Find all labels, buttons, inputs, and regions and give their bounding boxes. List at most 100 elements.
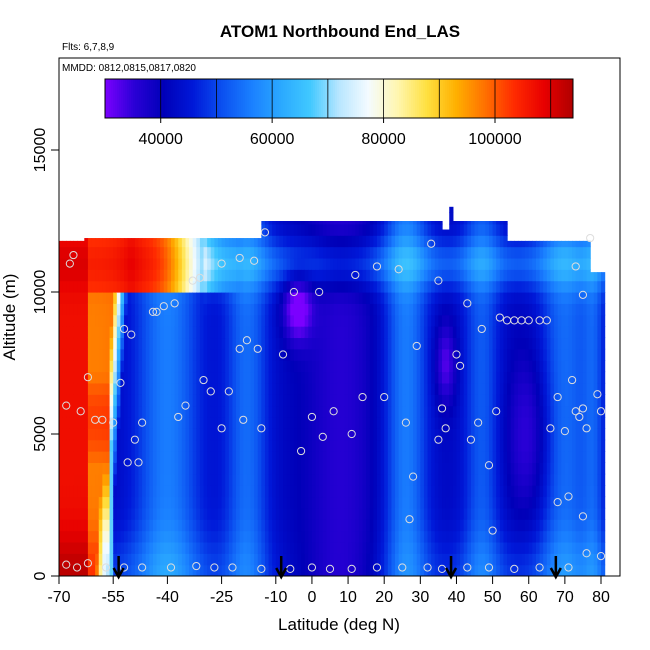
- heatmap-cell: [528, 269, 533, 282]
- heatmap-cell: [185, 485, 190, 498]
- heatmap-cell: [402, 473, 407, 486]
- heatmap-cell: [199, 280, 205, 293]
- heatmap-cell: [395, 507, 400, 520]
- colorbar-segment: [115, 79, 118, 118]
- heatmap-cell: [387, 235, 393, 248]
- heatmap-cell: [503, 269, 508, 282]
- heatmap-cell: [95, 519, 100, 532]
- heatmap-cell: [283, 462, 288, 475]
- heatmap-cell: [134, 519, 140, 532]
- heatmap-cell: [189, 303, 194, 316]
- heatmap-cell: [420, 405, 425, 418]
- heatmap-cell: [254, 303, 259, 316]
- heatmap-cell: [413, 257, 418, 270]
- heatmap-cell: [275, 473, 281, 486]
- heatmap-cell: [131, 371, 136, 384]
- heatmap-cell: [474, 485, 479, 498]
- colorbar-segment: [441, 79, 444, 118]
- heatmap-cell: [351, 337, 356, 350]
- heatmap-cell: [550, 530, 555, 543]
- heatmap-cell: [254, 496, 259, 509]
- heatmap-cell: [286, 269, 291, 282]
- heatmap-cell: [225, 519, 230, 532]
- heatmap-cell: [73, 473, 78, 486]
- heatmap-cell: [163, 360, 168, 373]
- heatmap-cell: [171, 314, 176, 327]
- heatmap-cell: [189, 314, 194, 327]
- heatmap-cell: [109, 451, 114, 463]
- heatmap-cell: [369, 280, 374, 293]
- heatmap-cell: [398, 416, 403, 429]
- heatmap-cell: [380, 223, 385, 236]
- heatmap-cell: [62, 280, 67, 293]
- heatmap-cell: [427, 371, 432, 384]
- heatmap-cell: [185, 394, 190, 407]
- heatmap-cell: [499, 439, 505, 452]
- colorbar-segment: [357, 79, 360, 118]
- heatmap-cell: [521, 428, 526, 441]
- heatmap-cell: [301, 360, 306, 373]
- heatmap-cell: [236, 405, 241, 418]
- colorbar-segment: [493, 79, 496, 118]
- heatmap-cell: [395, 235, 400, 248]
- heatmap-cell: [420, 223, 425, 236]
- heatmap-cell: [369, 541, 374, 554]
- heatmap-cell: [340, 246, 346, 259]
- observation-point: [260, 228, 270, 237]
- heatmap-cell: [185, 257, 190, 270]
- heatmap-cell: [452, 371, 458, 384]
- heatmap-cell: [517, 541, 523, 554]
- heatmap-cell: [355, 473, 360, 486]
- heatmap-cell: [503, 235, 508, 248]
- heatmap-cell: [351, 382, 356, 395]
- heatmap-cell: [257, 462, 262, 475]
- heatmap-cell: [326, 348, 331, 361]
- heatmap-cell: [485, 519, 490, 532]
- heatmap-cell: [586, 451, 591, 463]
- heatmap-cell: [344, 507, 349, 520]
- heatmap-cell: [239, 382, 244, 395]
- heatmap-cell: [134, 473, 140, 486]
- heatmap-cell: [340, 473, 346, 486]
- heatmap-cell: [535, 280, 541, 293]
- heatmap-cell: [210, 280, 215, 293]
- heatmap-cell: [272, 382, 277, 395]
- heatmap-cell: [221, 337, 226, 350]
- heatmap-cell: [409, 428, 414, 441]
- heatmap-cell: [319, 348, 324, 361]
- heatmap-cell: [232, 348, 237, 361]
- heatmap-cell: [514, 541, 519, 554]
- heatmap-cell: [579, 416, 584, 429]
- heatmap-cell: [561, 292, 566, 304]
- heatmap-cell: [535, 416, 541, 429]
- heatmap-cell: [160, 416, 165, 429]
- heatmap-cell: [167, 360, 172, 373]
- heatmap-cell: [405, 439, 411, 452]
- heatmap-cell: [326, 405, 331, 418]
- heatmap-cell: [192, 553, 197, 566]
- heatmap-cell: [84, 496, 89, 509]
- heatmap-cell: [109, 553, 114, 566]
- heatmap-cell: [167, 326, 172, 339]
- heatmap-cell: [189, 382, 194, 395]
- heatmap-cell: [171, 382, 176, 395]
- heatmap-cell: [568, 337, 573, 350]
- heatmap-cell: [452, 473, 458, 486]
- heatmap-cell: [391, 541, 396, 554]
- heatmap-cell: [102, 303, 107, 316]
- heatmap-cell: [62, 507, 67, 520]
- heatmap-cell: [355, 223, 360, 236]
- heatmap-cell: [185, 451, 190, 463]
- heatmap-cell: [423, 257, 429, 270]
- heatmap-cell: [337, 235, 342, 248]
- heatmap-cell: [185, 541, 190, 554]
- heatmap-cell: [326, 519, 331, 532]
- heatmap-cell: [431, 360, 436, 373]
- heatmap-cell: [210, 496, 215, 509]
- heatmap-cell: [297, 371, 302, 384]
- heatmap-cell: [395, 280, 400, 293]
- heatmap-cell: [597, 507, 602, 520]
- heatmap-cell: [257, 360, 262, 373]
- heatmap-cell: [225, 326, 230, 339]
- heatmap-cell: [207, 280, 212, 293]
